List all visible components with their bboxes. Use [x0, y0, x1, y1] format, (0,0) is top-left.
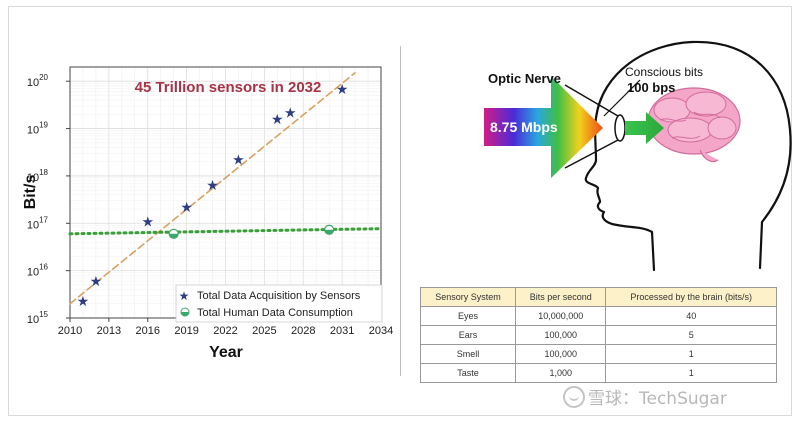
x-tick-label: 2016	[136, 325, 160, 337]
data-point-star: ★	[271, 111, 284, 127]
x-tick-label: 2019	[174, 325, 198, 337]
conscious-bits-label: Conscious bits	[625, 65, 703, 79]
data-point-star: ★	[232, 152, 245, 168]
table-cell: 10,000,000	[515, 306, 607, 326]
legend-star-marker: ★	[179, 289, 190, 303]
table-cell: 100,000	[515, 344, 607, 364]
y-tick-label: 1017	[27, 215, 49, 231]
table-cell: 40	[605, 306, 777, 326]
table-row: Taste 1,000 1	[419, 363, 777, 383]
conscious-bits-value: 100 bps	[627, 80, 675, 95]
x-tick-label: 2025	[252, 325, 276, 337]
y-tick-label: 1019	[27, 121, 49, 137]
data-point-star: ★	[90, 273, 103, 289]
eye-lens-icon	[614, 114, 626, 142]
data-point-star: ★	[284, 104, 297, 120]
eye-ray-bottom	[564, 139, 619, 169]
data-point-star: ★	[77, 293, 90, 309]
watermark: 雪球：TechSugar	[563, 384, 727, 409]
data-point-star: ★	[206, 177, 219, 193]
chart-legend: ★ Total Data Acquisition by Sensors Tota…	[175, 284, 383, 323]
table-cell: 100,000	[515, 325, 607, 345]
table-cell: 1	[605, 363, 777, 383]
legend-item-sensors: Total Data Acquisition by Sensors	[197, 290, 361, 302]
x-tick-label: 2034	[369, 325, 393, 337]
rate-label: 8.75 Mbps	[490, 119, 558, 135]
x-tick-label: 2022	[213, 325, 237, 337]
table-row: Ears 100,000 5	[419, 325, 777, 345]
trend-line	[69, 72, 356, 305]
chart-plot: 2010 2013 2016 2019 2022 2025 2028 2031 2034 1015…	[27, 66, 393, 337]
table-cell: 1,000	[515, 363, 607, 383]
table-cell: 1	[605, 344, 777, 364]
head-outline	[584, 40, 792, 272]
head-illustration	[484, 40, 792, 272]
snowball-logo-icon	[563, 385, 585, 408]
legend-box	[175, 284, 383, 323]
legend-item-human: Total Human Data Consumption	[197, 307, 353, 319]
table-header: Sensory System	[419, 287, 517, 307]
y-axis-label: Bit/s	[22, 175, 39, 210]
legend-half-circle-marker	[180, 307, 190, 317]
x-tick-label: 2013	[97, 325, 121, 337]
table-cell: Taste	[419, 363, 517, 383]
table-row: Eyes 10,000,000 40	[419, 306, 777, 326]
table-header: Bits per second	[515, 287, 607, 307]
table-cell: Eyes	[419, 306, 517, 326]
table-header: Processed by the brain (bits/s)	[605, 287, 777, 307]
rainbow-arrow	[484, 76, 603, 178]
chart-title: 45 Trillion sensors in 2032	[135, 79, 322, 96]
data-point-star: ★	[336, 81, 349, 97]
watermark-text: 雪球：TechSugar	[588, 389, 727, 409]
x-axis-label: Year	[209, 344, 243, 361]
image-frame	[8, 6, 792, 416]
data-point-half-fill	[324, 229, 334, 235]
x-tick-label: 2028	[291, 325, 315, 337]
conscious-pointer	[603, 79, 641, 117]
sensory-table: Sensory System Bits per second Processed…	[419, 287, 777, 383]
table-cell: 5	[605, 325, 777, 345]
table-cell: Ears	[419, 325, 517, 345]
y-tick-label: 1020	[27, 73, 49, 89]
y-tick-label: 1015	[27, 310, 49, 326]
brain-icon	[647, 87, 741, 163]
data-point-star: ★	[180, 199, 193, 215]
table-cell: Smell	[419, 344, 517, 364]
green-arrow-icon	[625, 112, 664, 144]
x-tick-label: 2010	[58, 325, 82, 337]
data-point-star: ★	[141, 213, 154, 229]
panel-divider	[400, 46, 401, 376]
optic-nerve-label: Optic Nerve	[488, 71, 561, 86]
table-header-row: Sensory System Bits per second Processed…	[419, 287, 777, 307]
data-point-half-fill	[169, 233, 179, 239]
y-tick-label: 1016	[27, 263, 49, 279]
x-tick-label: 2031	[330, 325, 354, 337]
table-row: Smell 100,000 1	[419, 344, 777, 364]
